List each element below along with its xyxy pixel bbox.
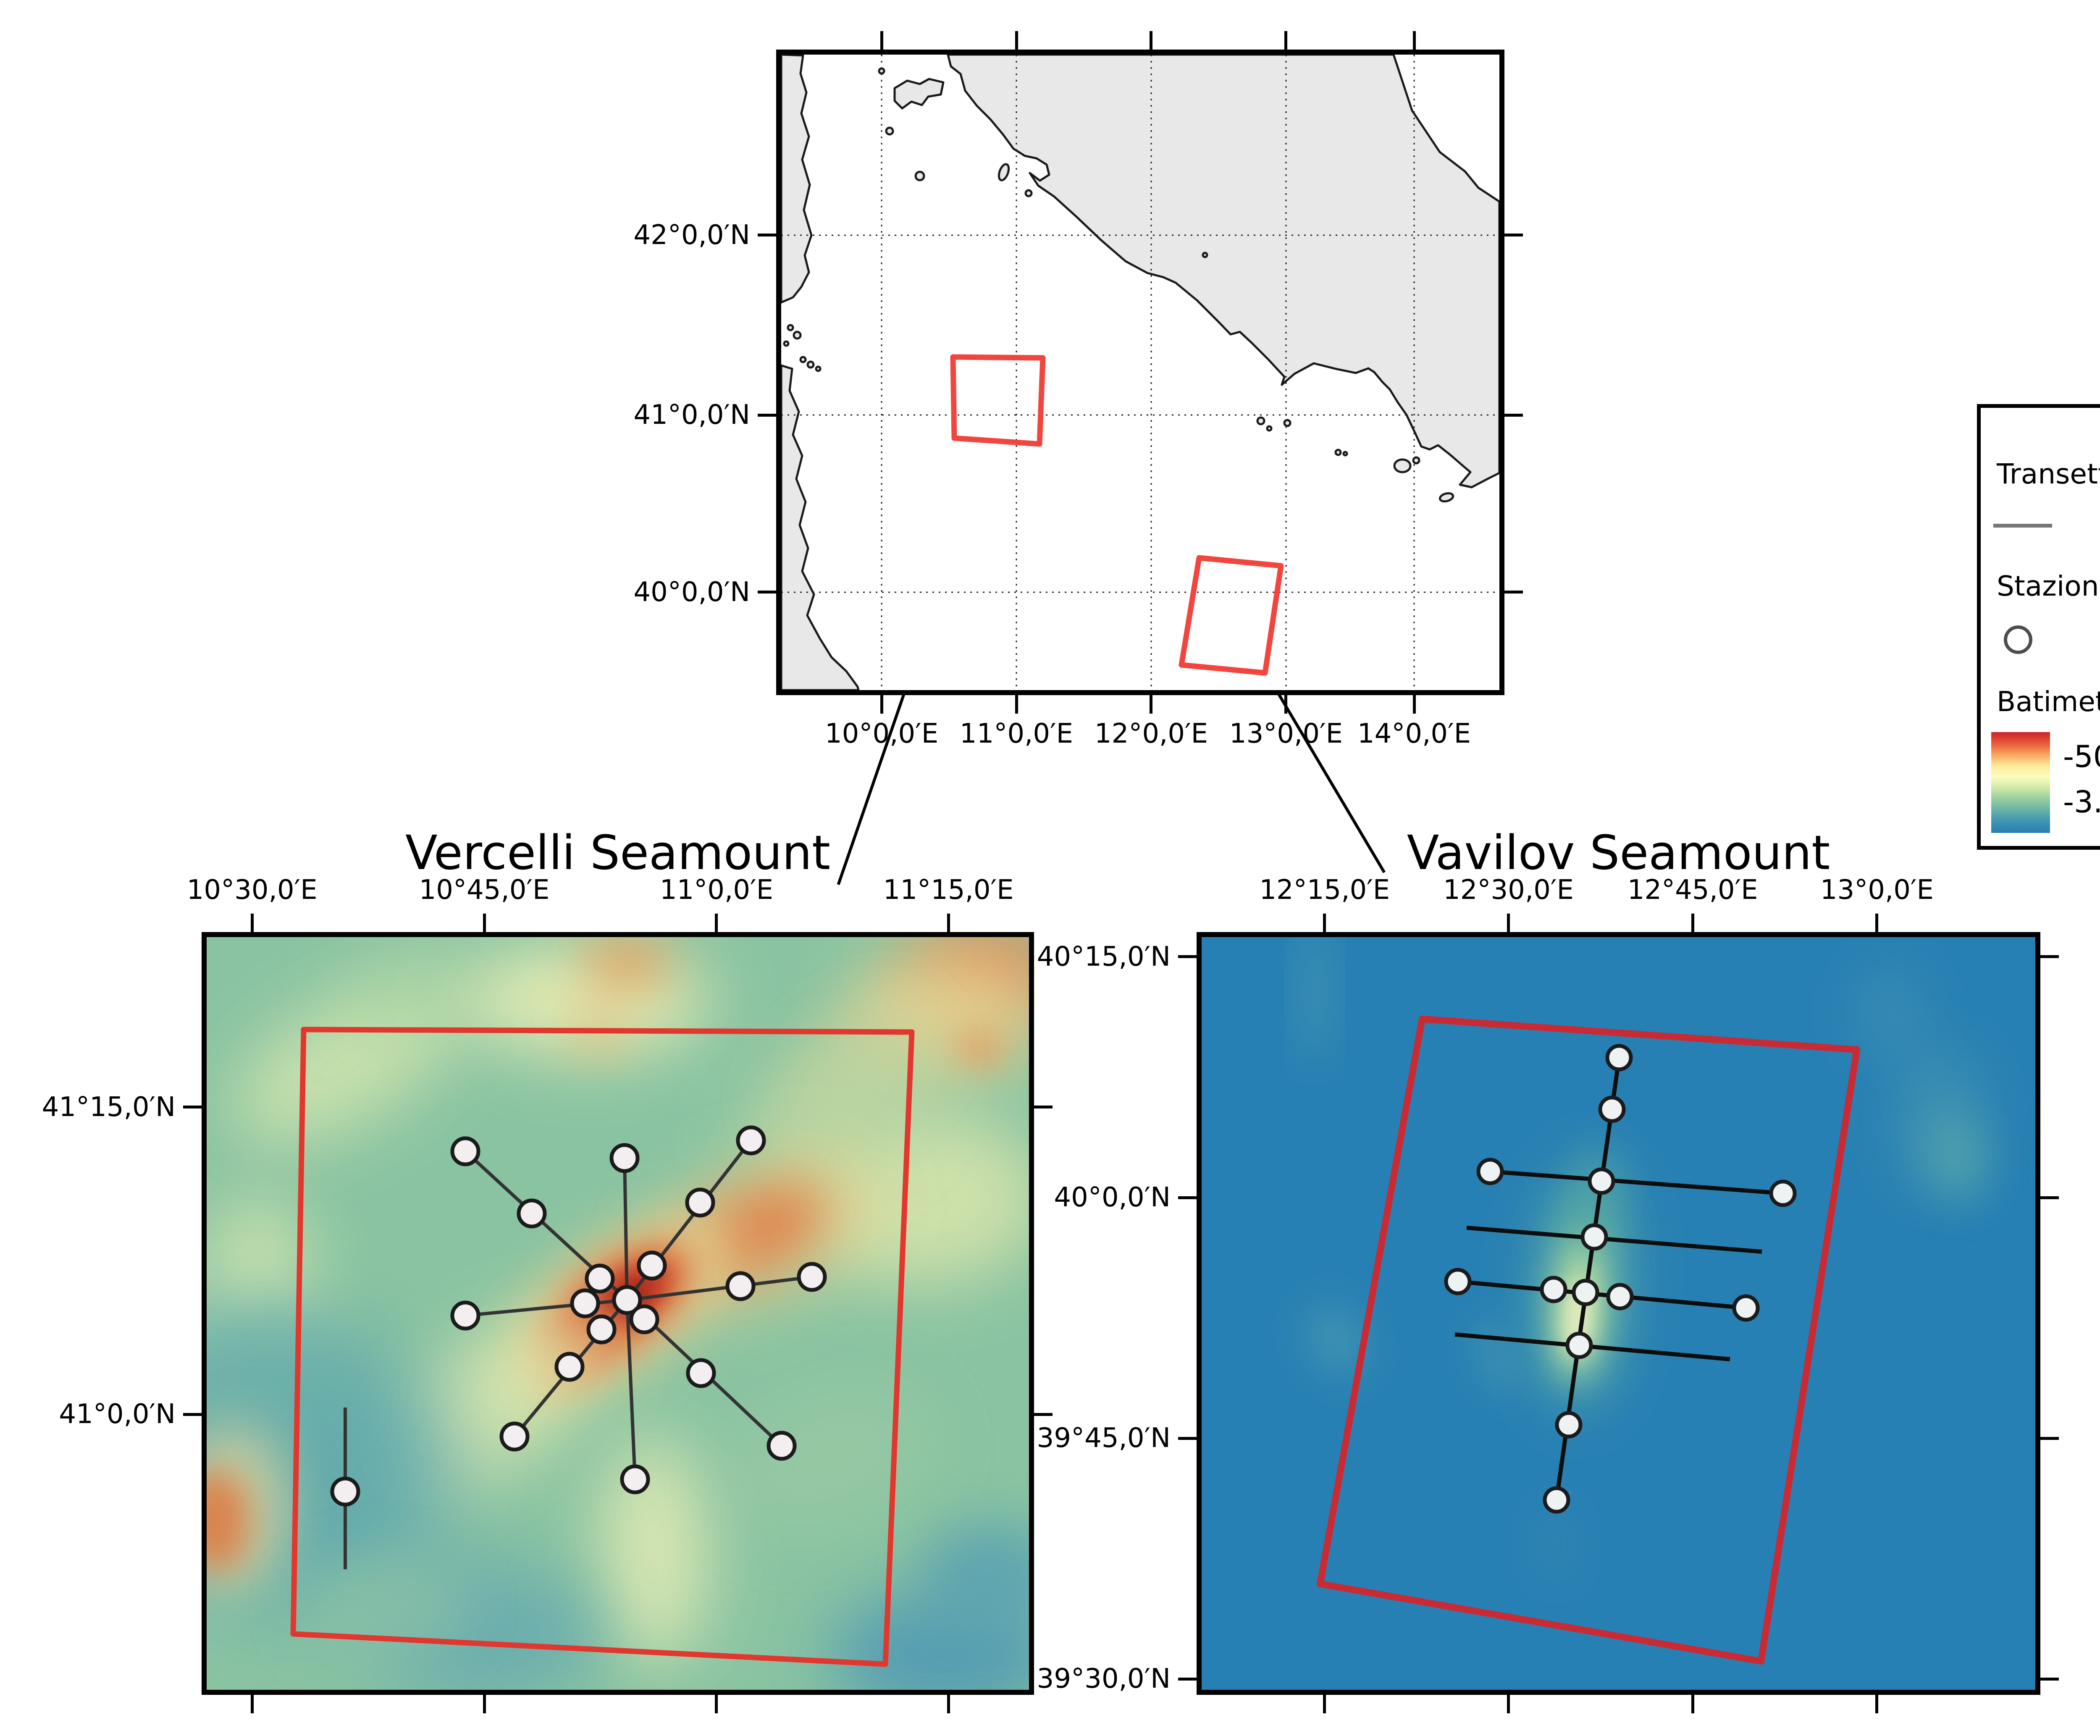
axis-tick-label: 39°45,0′N [1037, 1423, 1171, 1454]
bathymetry-color-ramp [1991, 732, 2050, 833]
axis-tick [250, 1695, 254, 1713]
axis-tick-label: 11°0,0′E [959, 718, 1074, 749]
axis-tick-label: 12°0,0′E [1094, 718, 1208, 749]
axis-tick [1412, 695, 1416, 714]
axis-tick [1507, 1695, 1510, 1713]
axis-tick-label: 42°0,0′N [633, 219, 750, 251]
vercelli-title: Vercelli Seamount [405, 826, 830, 880]
legend-stations-label: Stazioni campionamento [1997, 570, 2100, 602]
axis-tick-label: 41°0,0′N [59, 1399, 176, 1430]
vercelli-study-box [950, 354, 1046, 447]
axis-tick [2040, 955, 2059, 959]
axis-tick [2040, 1196, 2059, 1199]
station-swatch [2004, 625, 2032, 654]
axis-tick [1504, 234, 1523, 237]
axis-tick [1504, 413, 1523, 417]
axis-tick [880, 31, 883, 50]
transect-line-swatch [1993, 524, 2052, 528]
axis-tick [2040, 1437, 2059, 1440]
legend-transects-label: Transetti acustici [1997, 458, 2100, 490]
axis-tick [947, 914, 950, 932]
axis-tick-label: 40°15,0′N [1037, 941, 1171, 972]
axis-tick [758, 591, 776, 594]
graticule-grid [781, 55, 1499, 690]
axis-tick [1875, 1695, 1879, 1713]
axis-tick [1323, 1695, 1326, 1713]
vavilov-title: Vavilov Seamount [1407, 826, 1830, 880]
axis-tick-label: 14°0,0′E [1357, 718, 1471, 749]
axis-tick-label: 11°15,0′E [883, 875, 1014, 906]
axis-tick [715, 1695, 718, 1713]
axis-tick [1875, 914, 1879, 932]
sampling-stations [330, 1125, 827, 1507]
axis-tick-label: 10°30,0′E [186, 875, 318, 906]
axis-tick [758, 234, 776, 237]
depth-max-label: -50 [2063, 739, 2100, 774]
axis-tick-label: 40°0,0′N [633, 576, 750, 608]
legend-bathymetry-label: Batimetria [1997, 685, 2100, 718]
axis-tick-label: 13°0,0′E [1820, 875, 1934, 906]
axis-tick [1504, 591, 1523, 594]
axis-tick-label: 41°15,0′N [42, 1091, 176, 1123]
depth-min-label: -3.000 [2063, 784, 2100, 819]
axis-tick-label: 11°0,0′E [659, 875, 774, 906]
axis-tick [1507, 914, 1510, 932]
axis-tick [1150, 695, 1153, 714]
axis-tick [2040, 1677, 2059, 1681]
axis-tick [1691, 914, 1694, 932]
axis-tick [947, 1695, 950, 1713]
axis-tick [1284, 31, 1288, 50]
overview-map [776, 50, 1504, 695]
axis-tick-label: 39°30,0′N [1037, 1663, 1171, 1695]
axis-tick [1015, 695, 1018, 714]
axis-tick [1323, 914, 1326, 932]
axis-tick [1015, 31, 1018, 50]
axis-tick [183, 1413, 202, 1416]
axis-tick-label: 41°0,0′N [633, 399, 750, 431]
axis-tick [1178, 1437, 1197, 1440]
axis-tick [183, 1106, 202, 1109]
axis-tick [1034, 1413, 1053, 1416]
axis-tick [1150, 31, 1153, 50]
vavilov-study-box [1179, 555, 1284, 676]
legend-box: Transetti acustici Stazioni campionament… [1977, 404, 2100, 850]
vercelli-map [202, 932, 1034, 1695]
axis-tick-label: 12°15,0′E [1259, 875, 1390, 906]
axis-tick-label: 12°30,0′E [1443, 875, 1574, 906]
axis-tick [1284, 695, 1288, 714]
axis-tick [1034, 1106, 1053, 1109]
axis-tick [880, 695, 883, 714]
axis-tick [483, 914, 486, 932]
vavilov-survey-box [1317, 1016, 1860, 1665]
axis-tick [483, 1695, 486, 1713]
axis-tick [1178, 1677, 1197, 1681]
axis-tick-label: 10°0,0′E [824, 718, 939, 749]
axis-tick [1178, 955, 1197, 959]
axis-tick [758, 413, 776, 417]
axis-tick [250, 914, 254, 932]
vercelli-survey-box [290, 1027, 915, 1667]
land-mass [781, 55, 1499, 690]
axis-tick [1178, 1196, 1197, 1199]
acoustic-transects [1454, 1057, 1783, 1500]
axis-tick [1691, 1695, 1694, 1713]
sampling-stations [1444, 1044, 1797, 1514]
vavilov-map [1197, 932, 2040, 1695]
axis-tick [1412, 31, 1416, 50]
axis-tick-label: 12°45,0′E [1627, 875, 1758, 906]
axis-tick-label: 40°0,0′N [1054, 1182, 1171, 1213]
axis-tick [715, 914, 718, 932]
axis-tick-label: 13°0,0′E [1229, 718, 1343, 749]
axis-tick-label: 10°45,0′E [419, 875, 550, 906]
